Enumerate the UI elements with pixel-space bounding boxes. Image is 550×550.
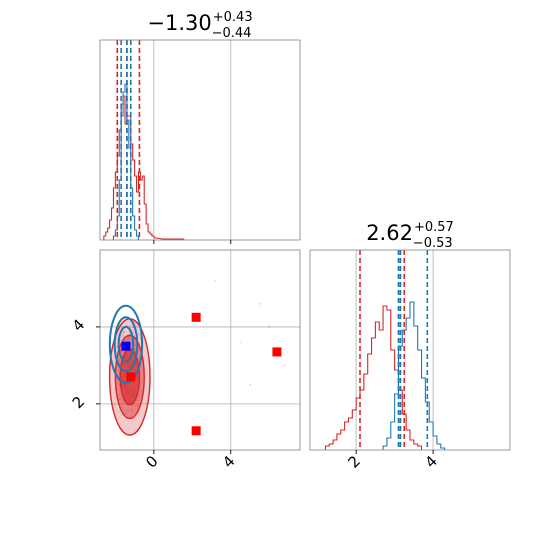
sample-point	[114, 404, 117, 407]
outlier-point-1	[258, 302, 261, 305]
sample-point	[120, 397, 123, 400]
sample-point	[118, 393, 121, 396]
x-marginal-plot	[103, 40, 185, 240]
x-marginal-grid	[153, 40, 232, 240]
sample-point	[134, 344, 137, 347]
y-marginal-frame	[309, 249, 511, 451]
sample-point	[137, 404, 140, 407]
y-marginal-plot	[324, 250, 446, 450]
y-marginal-x-ticklabel-0: 2	[345, 452, 364, 471]
sample-point	[126, 339, 129, 342]
sample-point	[118, 358, 121, 361]
blue-contour-0	[108, 304, 144, 384]
x-marginal-panel: −1.30+0.43 −0.44	[99, 10, 301, 244]
sample-point	[124, 339, 127, 342]
sample-point	[131, 408, 134, 411]
outlier-point-4	[239, 341, 242, 344]
sample-point	[137, 394, 140, 397]
x-hist-red	[103, 95, 185, 240]
joint-y-ticklabel-1: 4	[69, 316, 88, 335]
sample-point	[120, 413, 123, 416]
sample-point	[123, 330, 126, 333]
y-marginal-grid	[355, 250, 434, 450]
outlier-point-5	[249, 383, 251, 386]
sample-point	[132, 331, 135, 334]
sample-point	[137, 399, 140, 402]
sample-point	[127, 338, 130, 341]
marker-4	[272, 347, 282, 357]
sample-point	[127, 336, 130, 339]
sample-point	[121, 334, 124, 337]
y-hist-red	[324, 305, 423, 450]
sample-point	[130, 344, 133, 347]
x-title-lower: −0.44	[212, 26, 252, 41]
sample-point	[121, 399, 124, 402]
sample-point	[127, 409, 130, 412]
x-marginal-ticks	[153, 240, 232, 244]
sample-point	[139, 390, 142, 393]
y-title-upper: +0.57	[414, 220, 454, 235]
sample-point	[127, 336, 130, 339]
joint-grid	[100, 250, 300, 450]
sample-point	[130, 409, 133, 412]
sample-point	[133, 348, 136, 351]
joint-panel: 0 4 2 4	[69, 249, 301, 472]
sample-point	[139, 381, 142, 384]
y-title-lower: −0.53	[413, 236, 453, 251]
sample-point	[119, 338, 122, 341]
sample-point	[136, 399, 139, 402]
joint-x-ticklabel-0: 0	[142, 452, 161, 471]
x-hist-blue	[112, 83, 140, 240]
sample-point	[122, 331, 125, 334]
x-title-upper: +0.43	[213, 10, 253, 25]
outlier-point-2	[268, 325, 271, 328]
sample-point	[131, 404, 134, 407]
sample-point	[117, 410, 120, 413]
sample-point	[127, 337, 130, 340]
sample-point	[119, 398, 122, 401]
outlier-point-3	[283, 364, 286, 367]
blue-contour-2	[117, 325, 135, 363]
sample-point	[119, 349, 122, 352]
sample-point	[121, 351, 124, 354]
sample-point	[123, 412, 126, 415]
joint-y-ticklabel-0: 2	[69, 393, 88, 412]
sample-point	[118, 360, 121, 363]
sample-point	[134, 349, 137, 352]
joint-x-ticklabel-1: 4	[219, 452, 238, 471]
marker-2	[191, 312, 201, 322]
marker-3	[191, 426, 201, 436]
sample-point	[135, 404, 138, 407]
sample-point	[120, 335, 123, 338]
y-marginal-title: 2.62+0.57 −0.53	[366, 220, 454, 251]
outlier-point-0	[214, 279, 217, 282]
y-hist-blue	[382, 301, 446, 450]
joint-frame	[99, 249, 301, 451]
x-marginal-title: −1.30+0.43 −0.44	[147, 10, 252, 41]
marker-1	[126, 372, 136, 382]
y-marginal-x-ticklabel-1: 4	[421, 452, 440, 471]
x-marginal-frame	[99, 39, 301, 241]
sample-point	[125, 404, 128, 407]
marker-0	[121, 341, 131, 351]
x-title-value: −1.30	[147, 11, 211, 35]
sample-point	[122, 331, 125, 334]
y-title-value: 2.62	[366, 221, 413, 245]
blue-contour-1	[113, 316, 139, 373]
joint-plot	[108, 279, 286, 436]
